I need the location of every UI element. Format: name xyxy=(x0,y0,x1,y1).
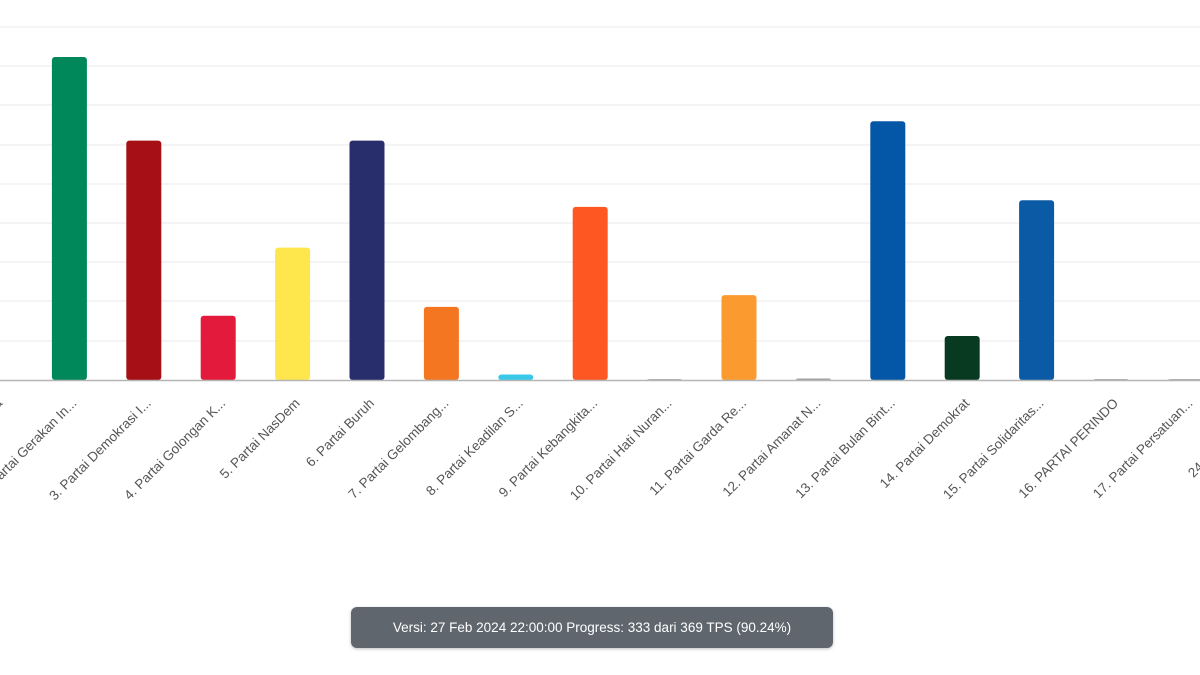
bar[interactable] xyxy=(51,57,87,380)
bars xyxy=(51,57,1200,380)
x-tick-label: 6. Partai Buruh xyxy=(303,396,377,470)
bar[interactable] xyxy=(721,295,757,380)
version-progress-badge: Versi: 27 Feb 2024 22:00:00 Progress: 33… xyxy=(351,607,833,648)
bar[interactable] xyxy=(795,378,831,380)
bar[interactable] xyxy=(423,306,459,380)
bar[interactable] xyxy=(200,315,236,380)
version-progress-text: Versi: 27 Feb 2024 22:00:00 Progress: 33… xyxy=(392,620,792,635)
x-tick-label: 5. Partai NasDem xyxy=(217,396,303,482)
bar[interactable] xyxy=(572,206,608,380)
bar[interactable] xyxy=(1019,200,1055,380)
bar-chart: 1. Partai Kebangkitan Bangsa2. Partai Ge… xyxy=(0,26,1200,532)
bar[interactable] xyxy=(126,140,162,380)
bar[interactable] xyxy=(275,247,311,380)
x-tick-labels: 1. Partai Kebangkitan Bangsa2. Partai Ge… xyxy=(0,395,1200,532)
bar[interactable] xyxy=(498,374,534,380)
bar[interactable] xyxy=(349,140,385,380)
bar[interactable] xyxy=(870,121,906,380)
bar[interactable] xyxy=(944,336,980,380)
chart-svg: 1. Partai Kebangkitan Bangsa2. Partai Ge… xyxy=(0,26,1200,532)
